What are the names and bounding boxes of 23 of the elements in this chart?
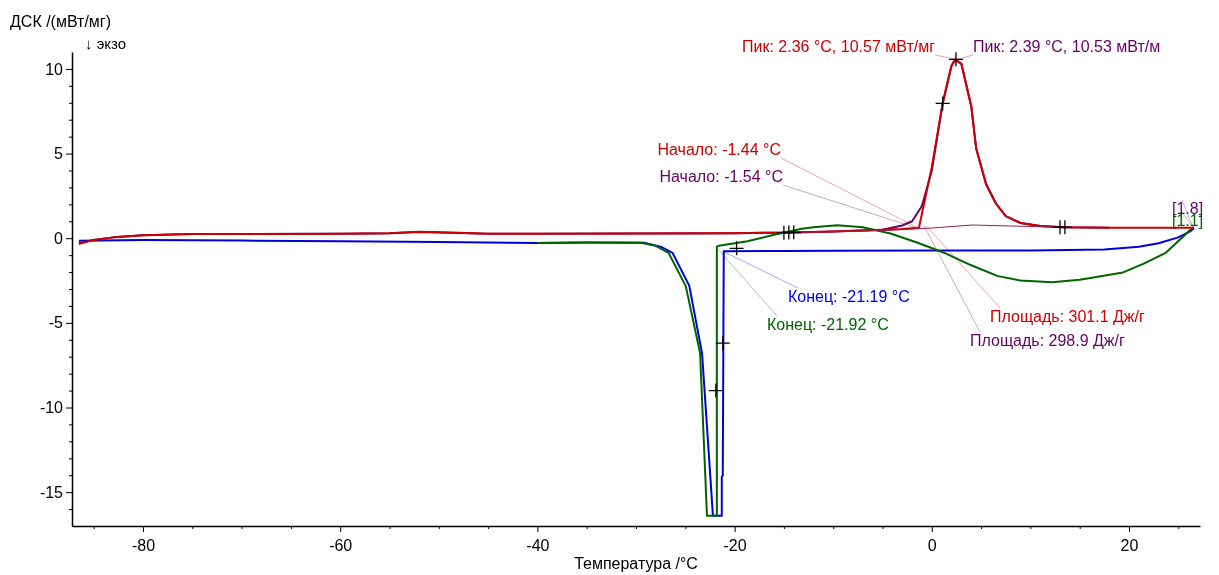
x-tick-label: -60 <box>329 537 353 554</box>
text: ↓ экзо <box>85 35 127 52</box>
y-tick-label: 5 <box>54 145 64 163</box>
y-tick-label: 0 <box>54 229 64 247</box>
x-axis-title: Температура /°C <box>574 555 698 572</box>
annotation: Пик: 2.36 °C, 10.57 мВт/мг <box>742 38 936 55</box>
x-tick-label: 20 <box>1120 537 1139 554</box>
annotation: Начало: -1.54 °C <box>659 168 783 185</box>
y-tick-label: -10 <box>39 399 64 417</box>
y-axis-title: ДСК /(мВт/мг) <box>10 13 112 30</box>
x-tick-label: 0 <box>927 537 937 554</box>
annotation: Площадь: 298.9 Дж/г <box>970 332 1126 349</box>
x-tick-label: -80 <box>131 537 156 554</box>
annotation: Начало: -1.44 °C <box>657 141 781 158</box>
annotation: Пик: 2.39 °C, 10.53 мВт/м <box>973 38 1161 55</box>
annotation: Площадь: 301.1 Дж/г <box>990 308 1146 325</box>
y-tick-label: -5 <box>48 314 64 332</box>
annotation: Конец: -21.19 °C <box>788 288 910 305</box>
y-tick-label: -15 <box>39 483 64 501</box>
annotation: Конец: -21.92 °C <box>767 316 889 333</box>
y-tick-label: 10 <box>45 60 64 78</box>
x-tick-label: -20 <box>723 537 747 554</box>
x-tick-label: -40 <box>526 537 550 554</box>
